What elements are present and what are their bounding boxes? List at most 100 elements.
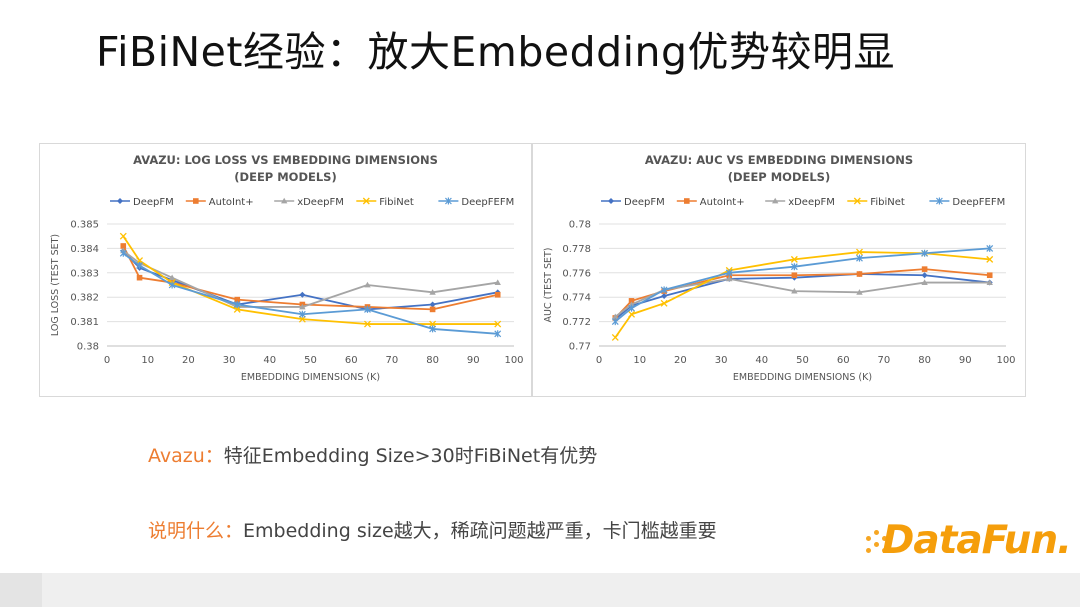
logloss-point-fibinet [119,232,127,240]
auc-point-fibinet [628,310,636,318]
caption-avazu: Avazu：特征Embedding Size>30时FiBiNet有优势 [148,441,597,468]
auc-xtick-label: 20 [674,355,687,366]
logloss-legend-label-xdeepfm: xDeepFM [297,197,344,208]
logloss-legend-autoint: AutoInt+ [185,197,254,208]
logloss-chart-panel: AVAZU: LOG LOSS VS EMBEDDING DIMENSIONS (… [39,143,532,397]
logloss-legend-xdeepfm: xDeepFM [274,197,344,208]
caption-avazu-text: 特征Embedding Size>30时FiBiNet有优势 [223,445,598,467]
auc-series-deepfefm [611,244,994,326]
logloss-xtick-label: 100 [504,355,523,366]
auc-point-deepfm [661,292,668,299]
logloss-ytick-label: 0.385 [70,220,99,231]
logloss-point-fibinet [298,315,306,323]
auc-point-fibinet [660,299,668,307]
auc-point-fibinet [856,248,863,256]
logloss-line-xdeepfm [122,250,498,308]
auc-xtick-label: 100 [996,355,1015,366]
logloss-point-autoint [120,243,127,249]
logloss-point-xdeepfm [168,274,176,281]
auc-point-deepfm [921,272,928,279]
logloss-point-xdeepfm [494,279,501,285]
logloss-point-deepfm [429,301,436,308]
logloss-xtick-label: 70 [386,355,399,366]
auc-point-xdeepfm [986,279,993,285]
logloss-xtick-label: 20 [182,355,195,366]
auc-line-deepfm [614,273,990,320]
footer-bar [0,573,1080,607]
auc-point-fibinet [986,255,994,263]
logloss-ytick-label: 0.38 [77,342,99,353]
logloss-legend-marker-xdeepfm [281,197,288,204]
logloss-point-deepfefm [429,325,437,333]
auc-xlabel: EMBEDDING DIMENSIONS (K) [733,372,872,383]
auc-point-xdeepfm [726,275,733,282]
auc-point-xdeepfm [921,279,928,285]
auc-line-deepfefm [614,247,990,323]
logloss-ytick-label: 0.381 [70,317,99,328]
auc-series-xdeepfm [612,275,993,320]
logloss-xlabel: EMBEDDING DIMENSIONS (K) [241,372,380,383]
auc-legend-label-autoint: AutoInt+ [700,197,745,208]
logloss-point-deepfefm [494,330,502,338]
auc-xtick-label: 60 [837,355,850,366]
footer-left-block [0,573,42,607]
logloss-xtick-label: 30 [223,355,236,366]
logloss-point-fibinet [136,257,144,265]
auc-point-deepfefm [986,244,994,252]
logloss-chart: AVAZU: LOG LOSS VS EMBEDDING DIMENSIONS (… [50,153,524,383]
auc-legend-marker-xdeepfm [772,197,779,204]
logloss-title-line: AVAZU: LOG LOSS VS EMBEDDING DIMENSIONS [133,153,438,167]
logloss-xtick-label: 50 [304,355,317,366]
logloss-legend-deepfefm: DeepFEFM [438,197,514,208]
auc-xtick-label: 50 [796,355,809,366]
logloss-point-fibinet [233,305,241,313]
auc-legend-marker-deepfefm [935,197,943,205]
logo-dots-icon [866,530,896,558]
logloss-point-fibinet [429,320,437,328]
datafun-logo: DataFun. [862,518,1072,566]
logloss-line-deepfm [122,250,498,311]
auc-legend-autoint: AutoInt+ [676,197,745,208]
auc-point-xdeepfm [791,287,798,294]
auc-point-deepfefm [660,286,668,294]
auc-ytick-label: 0.78 [569,220,591,231]
auc-point-deepfefm [725,269,733,277]
auc-xtick-label: 70 [878,355,891,366]
logloss-legend-marker-fibinet [362,197,370,205]
logloss-point-deepfefm [364,305,371,313]
logloss-point-deepfefm [233,301,241,309]
slide-title: FiBiNet经验：放大Embedding优势较明显 [96,28,896,76]
logloss-point-autoint [429,306,436,313]
logloss-xtick-label: 0 [104,355,110,366]
auc-line-fibinet [614,251,990,338]
auc-chart: AVAZU: AUC VS EMBEDDING DIMENSIONS (DEEP … [543,153,1016,383]
auc-xtick-label: 10 [633,355,646,366]
auc-xtick-label: 80 [918,355,931,366]
logloss-legend-marker-autoint [193,198,199,204]
auc-point-autoint [791,272,798,279]
auc-xtick-label: 90 [959,355,972,366]
auc-line-autoint [614,268,990,319]
auc-point-xdeepfm [628,301,635,307]
auc-point-xdeepfm [612,313,619,320]
auc-legend-label-deepfm: DeepFM [624,197,665,208]
auc-series-deepfm [612,271,993,323]
auc-ylabel: AUC (TEST SET) [543,247,554,322]
auc-point-fibinet [611,334,619,341]
caption-explanation-label: 说明什么： [148,520,244,542]
auc-point-autoint [628,298,635,304]
logloss-line-autoint [122,245,498,311]
auc-point-deepfefm [611,318,619,326]
logloss-point-deepfefm [298,310,306,318]
logloss-point-xdeepfm [429,289,436,295]
auc-legend-label-deepfefm: DeepFEFM [952,197,1005,208]
logloss-point-xdeepfm [364,281,371,288]
auc-legend-fibinet: FibiNet [847,197,905,208]
logloss-series-deepfefm [119,249,502,338]
logloss-point-autoint [494,291,501,298]
auc-legend-deepfefm: DeepFEFM [929,197,1005,208]
logloss-point-fibinet [494,320,502,328]
auc-ytick-label: 0.77 [569,342,591,353]
logloss-legend-label-deepfm: DeepFM [133,197,174,208]
logloss-series-xdeepfm [120,247,501,310]
